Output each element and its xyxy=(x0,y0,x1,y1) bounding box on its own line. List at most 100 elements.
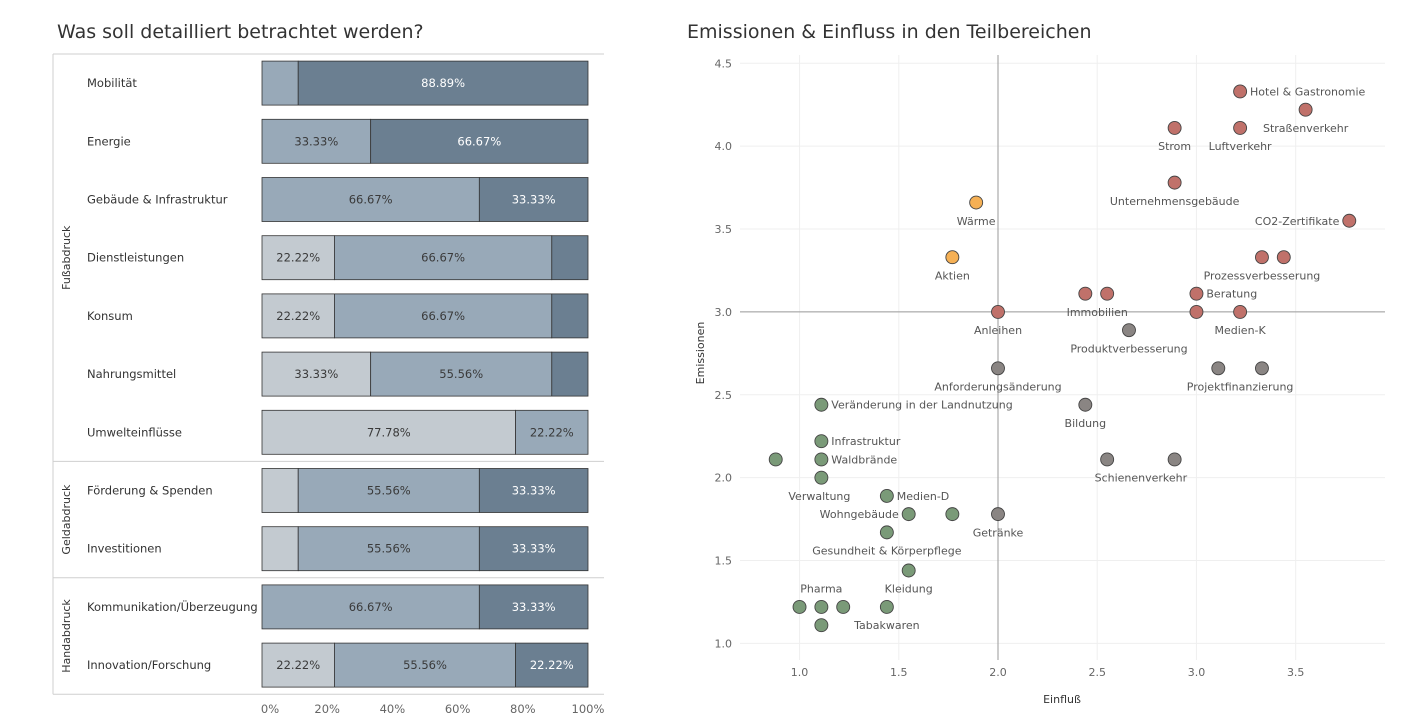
scatter-point xyxy=(879,488,894,503)
bar-segment xyxy=(261,526,299,572)
scatter-point xyxy=(1255,361,1269,376)
scatter-point xyxy=(1100,452,1115,467)
bar-data-label: 33.33% xyxy=(512,542,556,556)
scatter-point xyxy=(1167,452,1182,467)
scatter-point xyxy=(945,250,960,265)
point-label: Aktien xyxy=(935,269,970,282)
y-tick-label: 4.0 xyxy=(715,140,733,153)
bar-data-label: 55.56% xyxy=(367,484,411,498)
point-label: Projektfinanzierung xyxy=(1187,381,1294,394)
scatter-point xyxy=(1276,250,1291,265)
point-label: Strom xyxy=(1158,140,1191,153)
bar-segment xyxy=(261,642,335,688)
bar-segment xyxy=(334,235,553,281)
scatter-point xyxy=(768,452,783,467)
scatter-point xyxy=(991,304,1005,319)
bar-data-label: 66.67% xyxy=(349,193,393,207)
group-label: Handabdruck xyxy=(60,599,73,673)
scatter-point xyxy=(1189,286,1204,301)
row-label: Innovation/Forschung xyxy=(87,658,211,672)
bar-segment xyxy=(261,584,480,630)
scatter-point xyxy=(1122,323,1136,338)
y-tick-label: 3.5 xyxy=(715,223,733,236)
point-label: Veränderung in der Landnutzung xyxy=(831,399,1012,412)
bar-data-label: 33.33% xyxy=(512,193,556,207)
scatter-point xyxy=(901,563,916,578)
scatter-point xyxy=(1078,397,1093,412)
row-label: Nahrungsmittel xyxy=(87,367,176,381)
point-label: CO2-Zertifikate xyxy=(1255,215,1340,228)
point-label: Schienenverkehr xyxy=(1095,472,1188,485)
bar-segment xyxy=(551,235,589,281)
point-label: Beratung xyxy=(1206,288,1257,301)
point-label: Verwaltung xyxy=(788,490,850,503)
row-label: Mobilität xyxy=(87,76,137,90)
bar-segment xyxy=(478,526,589,572)
scatter-point xyxy=(1078,286,1093,301)
row-label: Energie xyxy=(87,134,131,148)
bar-data-label: 22.22% xyxy=(276,658,320,672)
row-label: Investitionen xyxy=(87,542,162,556)
row-label: Förderung & Spenden xyxy=(87,484,213,498)
bar-segment xyxy=(297,526,480,572)
bar-segment xyxy=(515,642,589,688)
bar-segment xyxy=(478,177,589,222)
bar-data-label: 33.33% xyxy=(512,600,556,614)
x-tick-label: 3.5 xyxy=(1287,666,1305,679)
point-label: Medien-K xyxy=(1215,324,1267,337)
scatter-point xyxy=(1233,304,1248,319)
scatter-point xyxy=(1167,120,1182,135)
row-label: Kommunikation/Überzeugung xyxy=(87,598,258,614)
point-label: Unternehmensgebäude xyxy=(1110,195,1240,208)
y-tick-label: 3.0 xyxy=(715,306,733,319)
bar-chart-title: Was soll detailliert betrachtet werden? xyxy=(57,21,424,43)
scatter-point xyxy=(991,507,1005,522)
bar-segment xyxy=(297,60,589,106)
scatter-point xyxy=(969,195,984,210)
point-label: Kleidung xyxy=(885,583,933,596)
y-tick-label: 4.5 xyxy=(715,57,733,70)
bar-data-label: 33.33% xyxy=(512,484,556,498)
point-label: Immobilien xyxy=(1067,306,1128,319)
x-axis-label: Einfluß xyxy=(1043,693,1081,706)
point-label: Pharma xyxy=(800,583,842,596)
point-label: Waldbrände xyxy=(831,453,897,466)
scatter-point xyxy=(991,361,1005,376)
x-tick-label: 1.5 xyxy=(890,666,908,679)
bar-segment xyxy=(261,177,480,222)
scatter-point xyxy=(814,618,829,633)
point-label: Medien-D xyxy=(897,490,949,503)
bar-data-label: 33.33% xyxy=(294,367,338,381)
bar-segment xyxy=(297,468,480,513)
scatter-point xyxy=(879,525,894,540)
bar-segment xyxy=(478,584,589,630)
scatter-point xyxy=(1211,361,1226,376)
bar-segment xyxy=(261,351,372,397)
scatter-point xyxy=(1189,304,1204,319)
scatter-point xyxy=(1233,84,1248,99)
y-axis-label: Emissionen xyxy=(694,322,707,385)
bar-data-label: 22.22% xyxy=(530,425,574,439)
bar-segment xyxy=(261,60,299,106)
point-label: Wärme xyxy=(957,215,996,228)
bar-segment xyxy=(261,235,335,281)
bar-segment xyxy=(370,118,589,164)
bar-segment xyxy=(551,351,589,397)
scatter-point xyxy=(814,397,829,412)
point-label: Produktverbesserung xyxy=(1070,342,1187,355)
x-tick-label: 80% xyxy=(510,702,536,716)
point-label: Gesundheit & Körperpflege xyxy=(812,545,961,558)
x-tick-label: 40% xyxy=(380,702,406,716)
point-label: Anforderungsänderung xyxy=(934,381,1061,394)
point-label: Wohngebäude xyxy=(820,508,899,521)
point-label: Anleihen xyxy=(974,324,1022,337)
point-label: Tabakwaren xyxy=(853,619,920,632)
y-tick-label: 2.5 xyxy=(715,389,733,402)
scatter-point xyxy=(945,507,960,522)
row-label: Umwelteinflüsse xyxy=(87,425,182,439)
bar-data-label: 33.33% xyxy=(294,134,338,148)
scatter-point xyxy=(1298,102,1313,117)
row-label: Gebäude & Infrastruktur xyxy=(87,193,228,207)
scatter-point xyxy=(814,434,829,449)
bar-data-label: 22.22% xyxy=(276,309,320,323)
